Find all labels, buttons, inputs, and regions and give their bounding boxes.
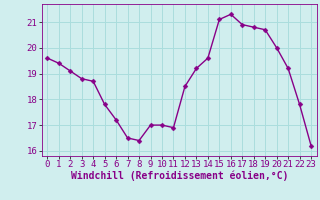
- X-axis label: Windchill (Refroidissement éolien,°C): Windchill (Refroidissement éolien,°C): [70, 171, 288, 181]
